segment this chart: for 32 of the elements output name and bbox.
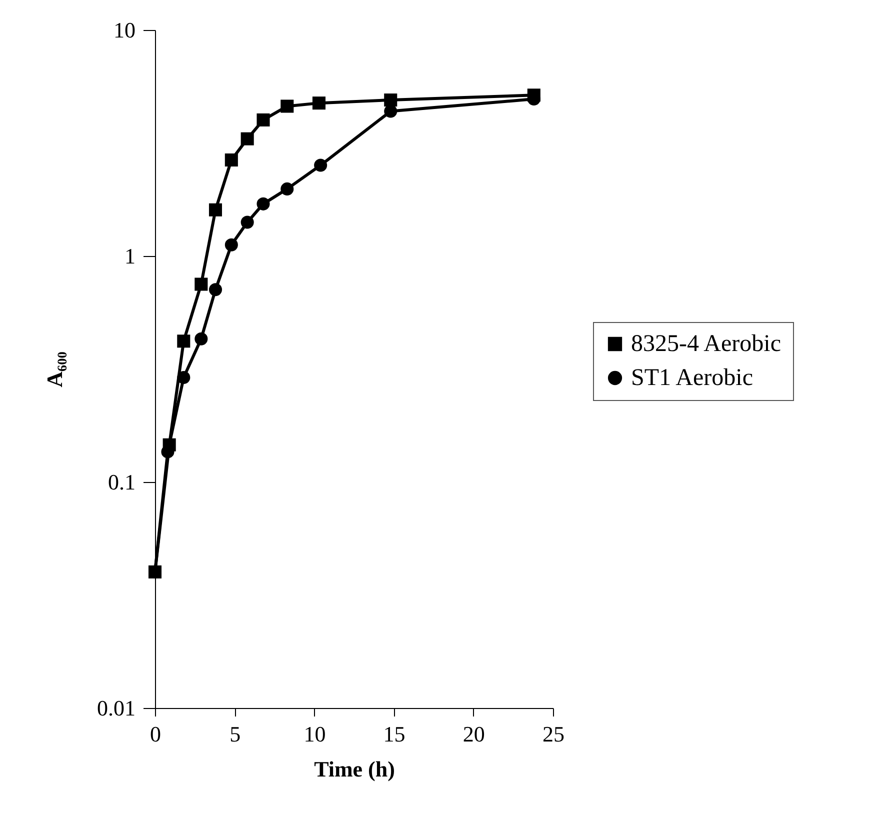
point bbox=[384, 104, 398, 118]
point bbox=[177, 370, 190, 384]
point bbox=[208, 203, 222, 216]
y-tick-label: 0.01 bbox=[97, 696, 136, 720]
x-tick-label: 20 bbox=[462, 722, 485, 746]
point bbox=[177, 334, 190, 348]
y-axis-title: A₆₀₀ bbox=[42, 351, 67, 388]
x-axis-title: Time (h) bbox=[314, 756, 395, 782]
x-tick-label: 0 bbox=[150, 722, 161, 746]
point bbox=[384, 93, 398, 107]
point bbox=[224, 238, 238, 252]
point bbox=[256, 113, 270, 126]
point bbox=[280, 100, 294, 113]
point bbox=[194, 278, 208, 291]
point bbox=[240, 216, 254, 229]
x-tick-label: 5 bbox=[230, 722, 241, 746]
x-tick-label: 10 bbox=[304, 722, 326, 746]
y-tick-label: 0.1 bbox=[108, 470, 136, 494]
legend-label: ST1 Aerobic bbox=[631, 365, 753, 391]
point bbox=[208, 283, 222, 296]
point bbox=[256, 197, 270, 210]
y-tick-label: 10 bbox=[114, 18, 136, 42]
legend-label: 8325-4 Aerobic bbox=[631, 331, 781, 357]
x-tick-label: 25 bbox=[542, 722, 564, 746]
x-tick-label: 15 bbox=[383, 722, 406, 746]
point bbox=[280, 182, 294, 196]
point bbox=[314, 158, 328, 172]
point bbox=[240, 132, 254, 146]
point bbox=[312, 96, 326, 110]
point bbox=[224, 153, 238, 166]
y-tick-label: 1 bbox=[124, 244, 136, 268]
point bbox=[194, 332, 208, 346]
